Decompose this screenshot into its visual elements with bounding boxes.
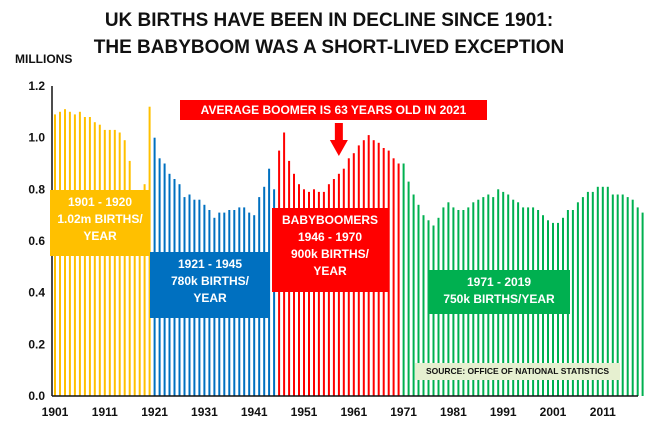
y-tick-label: 1.2 bbox=[28, 79, 45, 93]
bar-1916 bbox=[128, 160, 131, 396]
y-tick-label: 0.8 bbox=[28, 182, 45, 196]
period-label-line: 750k BIRTHS/YEAR bbox=[443, 292, 555, 306]
y-tick-label: 0.2 bbox=[28, 337, 45, 351]
period-label-line: 1971 - 2019 bbox=[466, 275, 532, 289]
down-arrow-icon bbox=[329, 123, 348, 156]
bar-1907 bbox=[83, 117, 86, 396]
bar-2008 bbox=[586, 191, 589, 396]
x-tick-label: 2001 bbox=[540, 405, 567, 419]
bar-1951 bbox=[303, 189, 305, 396]
y-tick-label: 0.4 bbox=[28, 286, 45, 300]
bar-2009 bbox=[591, 191, 594, 396]
x-tick-label: 1981 bbox=[440, 405, 467, 419]
bar-1968 bbox=[387, 150, 390, 396]
chart-title-line-2: THE BABYBOOM WAS A SHORT-LIVED EXCEPTION bbox=[93, 37, 565, 58]
period-label-1971-2019: 1971 - 2019 750k BIRTHS/YEAR bbox=[428, 270, 570, 314]
bar-1954 bbox=[317, 191, 320, 396]
x-tick-label: 1911 bbox=[92, 405, 118, 419]
bar-1917 bbox=[133, 194, 136, 396]
bar-1974 bbox=[417, 204, 420, 396]
y-tick-label: 0.0 bbox=[28, 389, 45, 403]
bar-1952 bbox=[308, 191, 310, 396]
bar-1972 bbox=[407, 181, 410, 396]
bar-2005 bbox=[571, 210, 574, 396]
average-boomer-annotation: AVERAGE BOOMER IS 63 YEARS OLD IN 2021 bbox=[180, 100, 487, 120]
x-tick-label: 1961 bbox=[340, 405, 367, 419]
bar-1969 bbox=[392, 158, 395, 396]
bar-1973 bbox=[412, 194, 415, 396]
period-label-line: YEAR bbox=[193, 291, 227, 305]
period-label-line: 1946 - 1970 bbox=[297, 230, 363, 244]
x-tick-label: 1991 bbox=[490, 405, 517, 419]
period-label-line: YEAR bbox=[313, 264, 347, 278]
bar-1953 bbox=[313, 189, 315, 396]
period-label-line: 1901 - 1920 bbox=[67, 195, 133, 209]
bar-1908 bbox=[88, 117, 91, 396]
period-label-line: 1.02m BIRTHS/ bbox=[57, 212, 143, 226]
bar-1909 bbox=[93, 122, 96, 396]
bar-2016 bbox=[626, 197, 629, 396]
bar-2019 bbox=[641, 212, 644, 396]
bar-2017 bbox=[631, 199, 634, 396]
period-label-line: 1921 - 1945 bbox=[177, 257, 243, 271]
y-axis-label: MILLIONS bbox=[15, 52, 73, 66]
x-tick-label: 2011 bbox=[590, 405, 616, 419]
bar-2010 bbox=[596, 186, 599, 397]
bar-2015 bbox=[621, 194, 624, 396]
source-note: SOURCE: OFFICE OF NATIONAL STATISTICS bbox=[415, 363, 620, 380]
bar-2012 bbox=[606, 186, 609, 397]
bar-2006 bbox=[576, 202, 579, 397]
period-label-1901-1920: 1901 - 1920 1.02m BIRTHS/ YEAR bbox=[50, 190, 150, 256]
period-label-1921-1945: 1921 - 1945 780k BIRTHS/ YEAR bbox=[150, 252, 270, 318]
bar-1971 bbox=[402, 163, 405, 396]
bar-1975 bbox=[422, 215, 425, 396]
period-label-line: YEAR bbox=[83, 229, 117, 243]
x-tick-label: 1901 bbox=[42, 405, 69, 419]
bar-2011 bbox=[601, 186, 604, 397]
bar-1955 bbox=[322, 191, 325, 396]
y-tick-label: 1.0 bbox=[28, 131, 45, 145]
period-label-babyboomers: BABYBOOMERS 1946 - 1970 900k BIRTHS/ YEA… bbox=[272, 208, 388, 292]
y-tick-label: 0.6 bbox=[28, 234, 45, 248]
bar-2014 bbox=[616, 194, 619, 396]
bar-1970 bbox=[397, 163, 400, 396]
x-tick-label: 1971 bbox=[390, 405, 417, 419]
x-tick-label: 1941 bbox=[241, 405, 268, 419]
chart-title-line-1: UK BIRTHS HAVE BEEN IN DECLINE SINCE 190… bbox=[104, 10, 554, 31]
bar-2018 bbox=[636, 207, 639, 396]
bar-1913 bbox=[113, 129, 116, 396]
x-tick-label: 1931 bbox=[191, 405, 218, 419]
bar-2013 bbox=[611, 194, 614, 396]
bar-1945 bbox=[273, 189, 276, 396]
period-label-line: 900k BIRTHS/ bbox=[290, 247, 370, 261]
period-label-line: 780k BIRTHS/ bbox=[170, 274, 250, 288]
period-label-line: BABYBOOMERS bbox=[281, 213, 378, 227]
bar-1915 bbox=[123, 140, 126, 396]
bar-1919 bbox=[143, 184, 146, 396]
bar-1910 bbox=[98, 124, 101, 396]
bar-1914 bbox=[118, 132, 121, 396]
bar-1912 bbox=[108, 129, 111, 396]
bar-2007 bbox=[581, 197, 584, 396]
x-tick-label: 1921 bbox=[141, 405, 168, 419]
bar-1911 bbox=[103, 129, 106, 396]
bar-1918 bbox=[138, 194, 141, 396]
x-tick-label: 1951 bbox=[291, 405, 318, 419]
